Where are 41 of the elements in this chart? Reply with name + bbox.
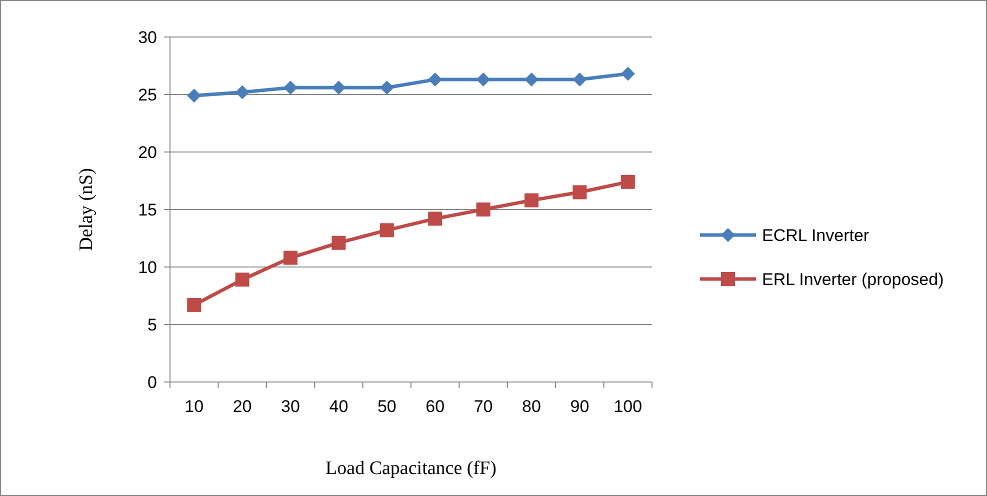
x-tick-label: 10 xyxy=(184,397,204,416)
point xyxy=(284,250,298,265)
point xyxy=(428,72,442,87)
x-tick-label: 20 xyxy=(232,397,252,416)
legend-label: ECRL Inverter xyxy=(762,226,870,245)
point xyxy=(187,298,202,312)
x-tick-label: 80 xyxy=(522,397,541,416)
x-tick-label: 60 xyxy=(426,397,445,416)
point xyxy=(428,212,442,226)
point xyxy=(332,236,346,250)
point xyxy=(235,272,250,287)
x-tick-label: 40 xyxy=(329,397,348,416)
x-tick-label: 70 xyxy=(474,397,493,416)
point xyxy=(524,193,538,208)
y-tick-label: 15 xyxy=(138,200,157,220)
point xyxy=(332,80,346,95)
x-tick-label: 90 xyxy=(570,397,590,416)
point xyxy=(284,80,298,95)
y-tick-label: 25 xyxy=(138,85,157,104)
point xyxy=(187,88,202,103)
point xyxy=(380,223,394,238)
y-axis-title: Delay (nS) xyxy=(76,168,97,251)
point xyxy=(476,72,490,87)
legend-label: ERL Inverter (proposed) xyxy=(762,270,944,289)
y-tick-label: 30 xyxy=(138,28,157,47)
x-tick-label: 50 xyxy=(377,397,396,416)
point xyxy=(572,185,587,200)
point xyxy=(524,72,538,87)
point xyxy=(380,80,394,95)
y-tick-label: 10 xyxy=(138,258,157,277)
point xyxy=(476,202,490,216)
x-axis-title: Load Capacitance (fF) xyxy=(326,458,496,479)
y-tick-label: 0 xyxy=(148,372,157,392)
point xyxy=(572,72,587,87)
point xyxy=(620,66,635,81)
y-tick-label: 5 xyxy=(148,315,157,334)
point xyxy=(235,85,250,100)
point xyxy=(620,174,635,189)
x-tick-label: 100 xyxy=(614,397,642,416)
y-tick-label: 20 xyxy=(138,142,157,162)
x-tick-label: 30 xyxy=(281,397,300,416)
